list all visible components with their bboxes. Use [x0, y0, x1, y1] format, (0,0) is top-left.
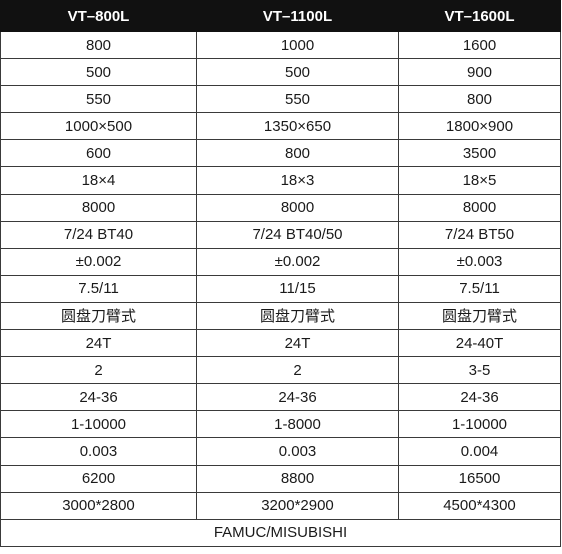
header-row: VT–800L VT–1100L VT–1600L: [0, 0, 561, 32]
table-cell: 600: [0, 139, 197, 168]
table-cell: 1000: [196, 30, 399, 60]
table-cell: 7/24 BT50: [398, 220, 561, 249]
table-cell: 500: [196, 58, 399, 87]
table-cell: 8000: [398, 193, 561, 222]
table-cell: 500: [0, 58, 197, 87]
header-vt-800l: VT–800L: [0, 0, 197, 32]
table-cell: 0.003: [0, 437, 197, 466]
table-cell: 3000*2800: [0, 491, 197, 520]
table-cell: 24-40T: [398, 329, 561, 358]
table-cell: 18×4: [0, 166, 197, 195]
table-cell: 7/24 BT40/50: [196, 220, 399, 249]
table-cell: 800: [196, 139, 399, 168]
table-cell: 2: [196, 356, 399, 385]
table-cell: 1600: [398, 30, 561, 60]
table-cell: 11/15: [196, 274, 399, 303]
table-cell: 24T: [196, 329, 399, 358]
table-row: 6200 8800 16500: [0, 464, 561, 493]
table-cell: 圆盘刀臂式: [398, 301, 561, 331]
table-body: 800 1000 1600 500 500 900 550 550 800 1000×500 135…: [0, 30, 561, 520]
table-cell: 8000: [0, 193, 197, 222]
table-row: 1000×500 1350×650 1800×900: [0, 112, 561, 141]
table-cell: 24-36: [398, 383, 561, 412]
table-cell: 1-10000: [398, 410, 561, 439]
table-cell: 1350×650: [196, 112, 399, 141]
table-cell: ±0.002: [0, 247, 197, 276]
table-cell: 0.004: [398, 437, 561, 466]
table-cell: 8800: [196, 464, 399, 493]
table-cell: 18×5: [398, 166, 561, 195]
table-cell: 2: [0, 356, 197, 385]
table-row: 3000*2800 3200*2900 4500*4300: [0, 491, 561, 520]
footer-row: FAMUC/MISUBISHI: [0, 518, 561, 547]
table-cell: 16500: [398, 464, 561, 493]
table-cell: 7.5/11: [398, 274, 561, 303]
table-cell: ±0.002: [196, 247, 399, 276]
table-row: 18×4 18×3 18×5: [0, 166, 561, 195]
table-cell: 1-10000: [0, 410, 197, 439]
table-row: 8000 8000 8000: [0, 193, 561, 222]
header-vt-1600l: VT–1600L: [398, 0, 561, 32]
table-cell: 800: [398, 85, 561, 114]
table-cell: 3-5: [398, 356, 561, 385]
table-cell: 1800×900: [398, 112, 561, 141]
table-row: 24-36 24-36 24-36: [0, 383, 561, 412]
table-cell: 4500*4300: [398, 491, 561, 520]
table-row: 2 2 3-5: [0, 356, 561, 385]
table-row: 7.5/11 11/15 7.5/11: [0, 274, 561, 303]
table-cell: ±0.003: [398, 247, 561, 276]
table-row: 550 550 800: [0, 85, 561, 114]
table-row: 1-10000 1-8000 1-10000: [0, 410, 561, 439]
table-row: 600 800 3500: [0, 139, 561, 168]
table-cell: 24T: [0, 329, 197, 358]
table-cell: 550: [0, 85, 197, 114]
table-cell: 3500: [398, 139, 561, 168]
table-cell: 900: [398, 58, 561, 87]
header-vt-1100l: VT–1100L: [196, 0, 399, 32]
table-cell: 800: [0, 30, 197, 60]
table-cell: 6200: [0, 464, 197, 493]
table-cell: 7/24 BT40: [0, 220, 197, 249]
table-row: 0.003 0.003 0.004: [0, 437, 561, 466]
table-cell: 550: [196, 85, 399, 114]
table-cell: 8000: [196, 193, 399, 222]
table-cell: 18×3: [196, 166, 399, 195]
table-cell: 1-8000: [196, 410, 399, 439]
table-row: ±0.002 ±0.002 ±0.003: [0, 247, 561, 276]
table-cell: 圆盘刀臂式: [0, 301, 197, 331]
table-row: 500 500 900: [0, 58, 561, 87]
table-cell: 24-36: [0, 383, 197, 412]
table-cell: 0.003: [196, 437, 399, 466]
table-cell: 3200*2900: [196, 491, 399, 520]
table-row: 800 1000 1600: [0, 30, 561, 60]
table-cell: 1000×500: [0, 112, 197, 141]
table-cell: 24-36: [196, 383, 399, 412]
table-cell: 7.5/11: [0, 274, 197, 303]
table-header: VT–800L VT–1100L VT–1600L: [0, 0, 561, 32]
table-row: 圆盘刀臂式 圆盘刀臂式 圆盘刀臂式: [0, 301, 561, 331]
table-cell: 圆盘刀臂式: [196, 301, 399, 331]
table-row: 7/24 BT40 7/24 BT40/50 7/24 BT50: [0, 220, 561, 249]
table-row: 24T 24T 24-40T: [0, 329, 561, 358]
controller-footer: FAMUC/MISUBISHI: [0, 518, 561, 547]
